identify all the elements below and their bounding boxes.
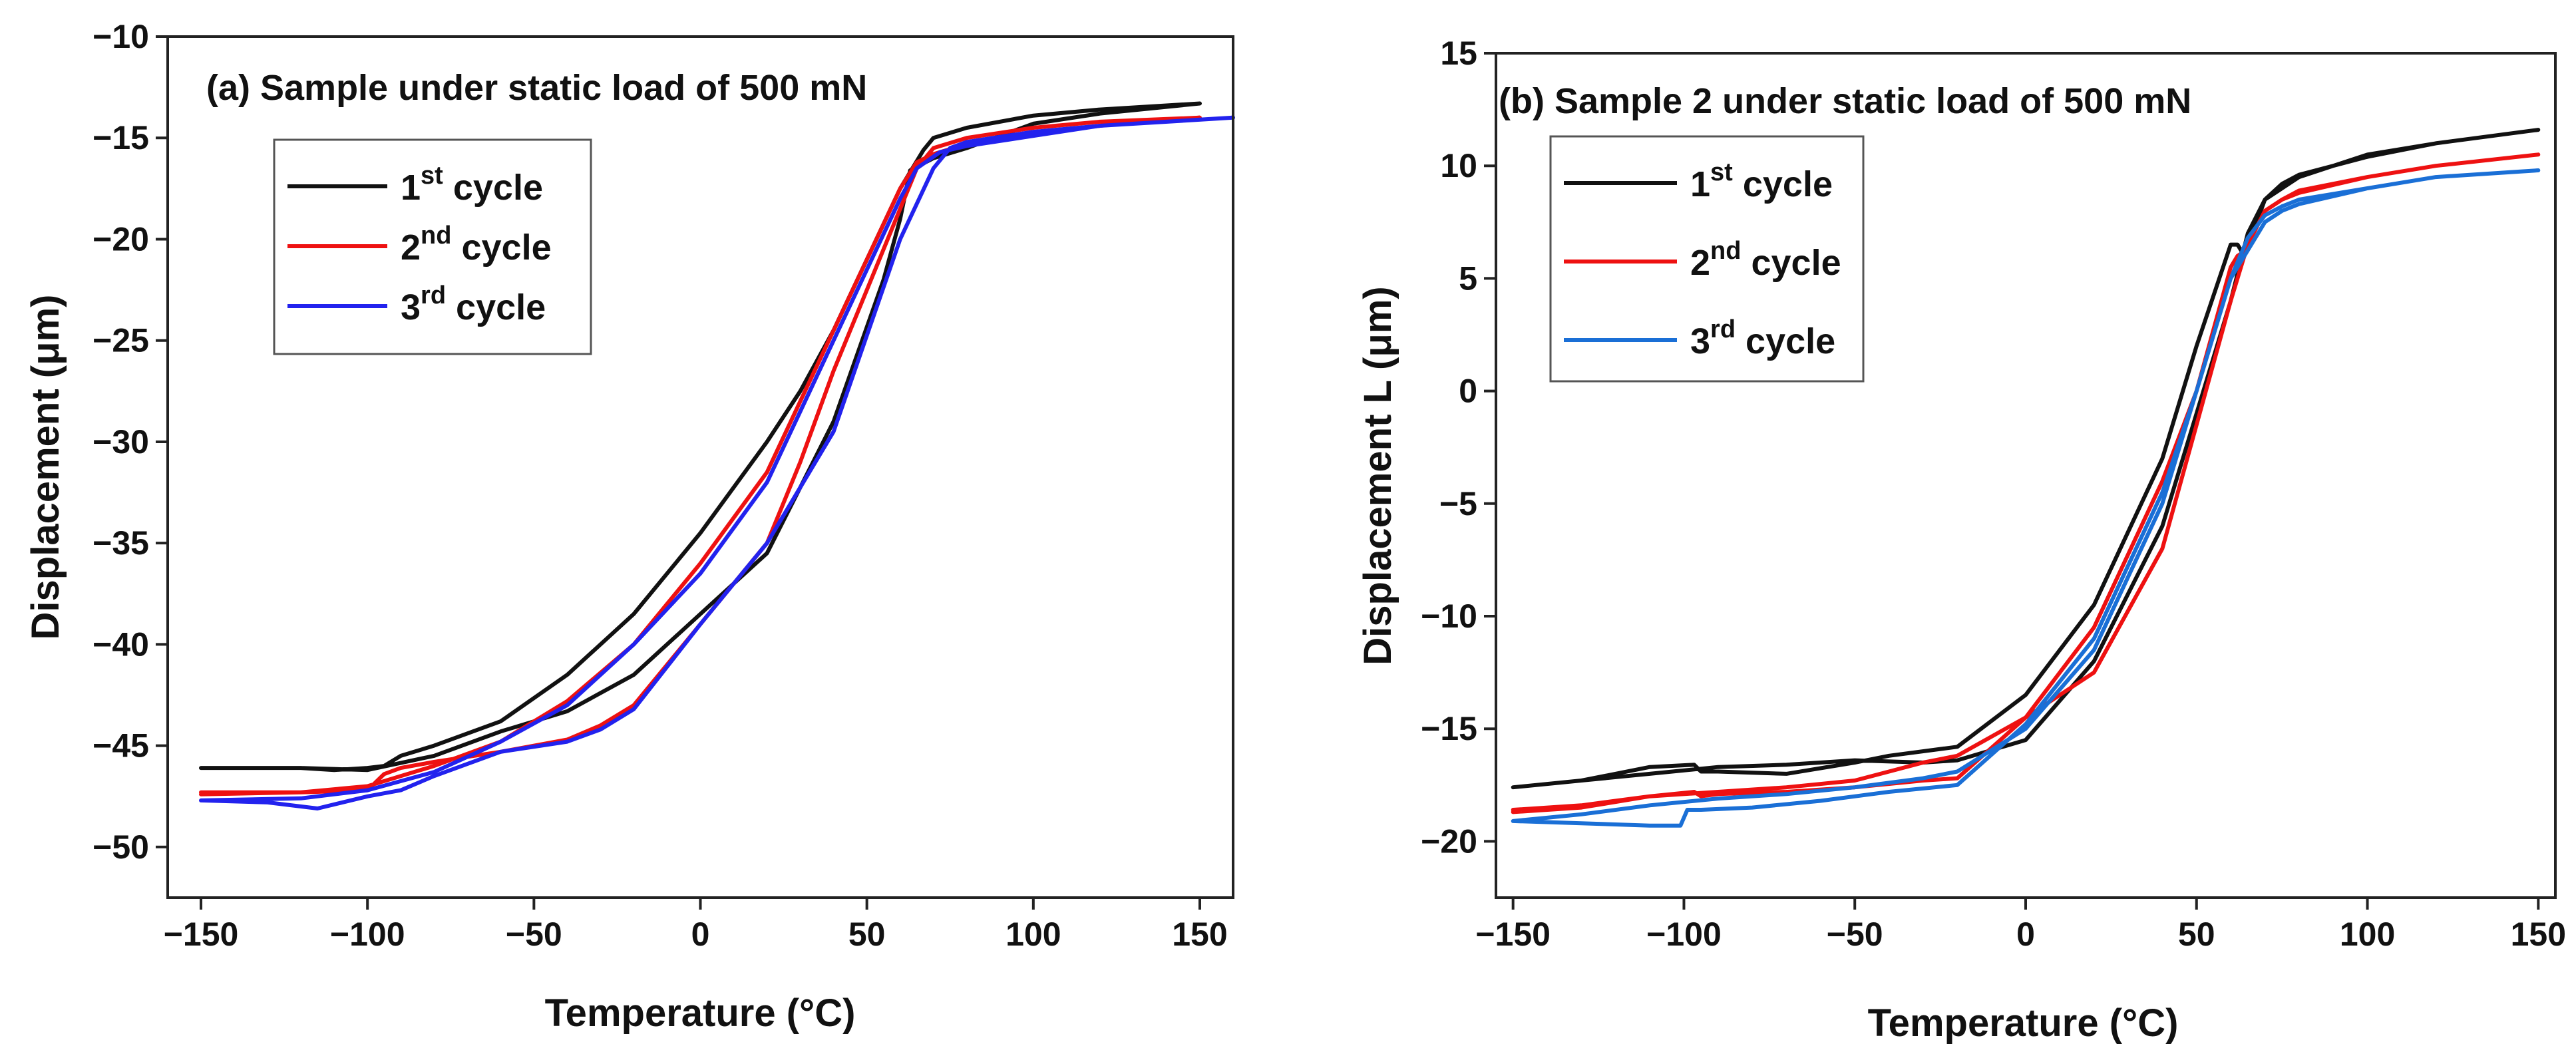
y-tick-label: −30 <box>92 423 149 460</box>
series-line-cycle-1 <box>1511 128 2541 790</box>
legend-label-cycle-3: 3rd cycle <box>1690 315 1835 361</box>
x-tick-label: 0 <box>2016 916 2035 953</box>
panel-b-y-axis-label-text: Displacement L (μm) <box>1356 286 1399 665</box>
legend-label-cycle-1: 1st cycle <box>401 162 543 208</box>
panel-a-x-axis-label-text: Temperature (°C) <box>545 991 856 1035</box>
x-tick-label: −150 <box>164 916 239 953</box>
y-tick-label: −35 <box>92 524 149 562</box>
x-tick-label: −150 <box>1475 916 1551 953</box>
panel-b-plot-frame <box>1495 52 2557 899</box>
panel-a-y-axis-label-text: Displacement (μm) <box>24 295 67 640</box>
panel-a-ticks: −150 −100 −50 0 50 100 150 −10 −15 −20 −25 −30 −35 −4… <box>92 18 1228 953</box>
x-tick-label: 100 <box>1006 916 1061 953</box>
legend-superscript: rd <box>1710 315 1736 343</box>
x-tick-label: 150 <box>1172 916 1227 953</box>
y-tick-label: −25 <box>92 322 149 359</box>
x-tick-label: 50 <box>848 916 886 953</box>
y-tick-label: −20 <box>1421 822 1477 860</box>
y-tick-label: 5 <box>1459 260 1477 297</box>
legend-superscript: st <box>421 162 443 190</box>
legend-word: cycle <box>1741 243 1841 283</box>
legend-superscript: nd <box>421 222 451 250</box>
series-line-cycle-1 <box>199 101 1202 773</box>
legend-word: cycle <box>451 228 551 267</box>
y-tick-label: −20 <box>92 220 149 258</box>
x-tick-label: 150 <box>2511 916 2566 953</box>
y-tick-label: −40 <box>92 625 149 663</box>
legend-label-cycle-1: 1st cycle <box>1690 158 1833 204</box>
panel-b-series <box>1511 128 2541 828</box>
panel-a-plot-frame <box>166 35 1234 899</box>
x-tick-label: 100 <box>2340 916 2395 953</box>
panel-b-title: (b) Sample 2 under static load of 500 mN <box>1499 81 2191 121</box>
x-tick-label: 50 <box>2178 916 2215 953</box>
legend-label-cycle-3: 3rd cycle <box>401 281 546 327</box>
panel-a: −150 −100 −50 0 50 100 150 −10 −15 −20 −25 −30 −35 −4… <box>24 18 1235 1035</box>
legend-word: cycle <box>443 168 543 208</box>
y-tick-label: −15 <box>1421 710 1477 747</box>
legend-number: 1 <box>1690 164 1710 204</box>
series-line-cycle-3 <box>1511 168 2541 828</box>
panel-b-x-axis-label: Temperature (°C) <box>1868 1001 2179 1045</box>
legend-number: 2 <box>1690 243 1710 283</box>
y-tick-label: −45 <box>92 727 149 765</box>
y-tick-label: −5 <box>1439 485 1477 522</box>
panel-a-x-axis-label: Temperature (°C) <box>545 991 856 1035</box>
y-tick-label: 0 <box>1459 373 1477 410</box>
legend-word: cycle <box>1736 321 1835 361</box>
legend-label-cycle-2: 2nd cycle <box>1690 237 1841 283</box>
legend-number: 3 <box>1690 321 1710 361</box>
x-tick-label: −100 <box>1646 916 1722 953</box>
legend-number: 1 <box>401 168 421 208</box>
legend-number: 2 <box>401 228 421 267</box>
panel-b-y-axis-label: Displacement L (μm) <box>1356 286 1399 665</box>
y-tick-label: −10 <box>1421 598 1477 635</box>
panel-b-x-axis-label-text: Temperature (°C) <box>1868 1001 2179 1045</box>
x-tick-label: −50 <box>1827 916 1883 953</box>
legend-superscript: rd <box>421 281 446 309</box>
y-tick-label: 10 <box>1440 147 1477 184</box>
x-tick-label: −50 <box>506 916 562 953</box>
legend-label-cycle-2: 2nd cycle <box>401 222 552 267</box>
legend-word: cycle <box>446 287 546 327</box>
y-tick-label: −10 <box>92 18 149 55</box>
x-tick-label: −100 <box>330 916 405 953</box>
legend-superscript: nd <box>1710 237 1741 265</box>
legend-word: cycle <box>1733 164 1833 204</box>
y-tick-label: −50 <box>92 828 149 866</box>
x-tick-label: 0 <box>691 916 710 953</box>
panel-a-title: (a) Sample under static load of 500 mN <box>206 68 867 108</box>
legend-superscript: st <box>1710 158 1733 186</box>
panel-a-y-axis-label: Displacement (μm) <box>24 295 67 640</box>
y-tick-label: 15 <box>1440 35 1477 72</box>
y-tick-label: −15 <box>92 119 149 156</box>
legend-number: 3 <box>401 287 421 327</box>
